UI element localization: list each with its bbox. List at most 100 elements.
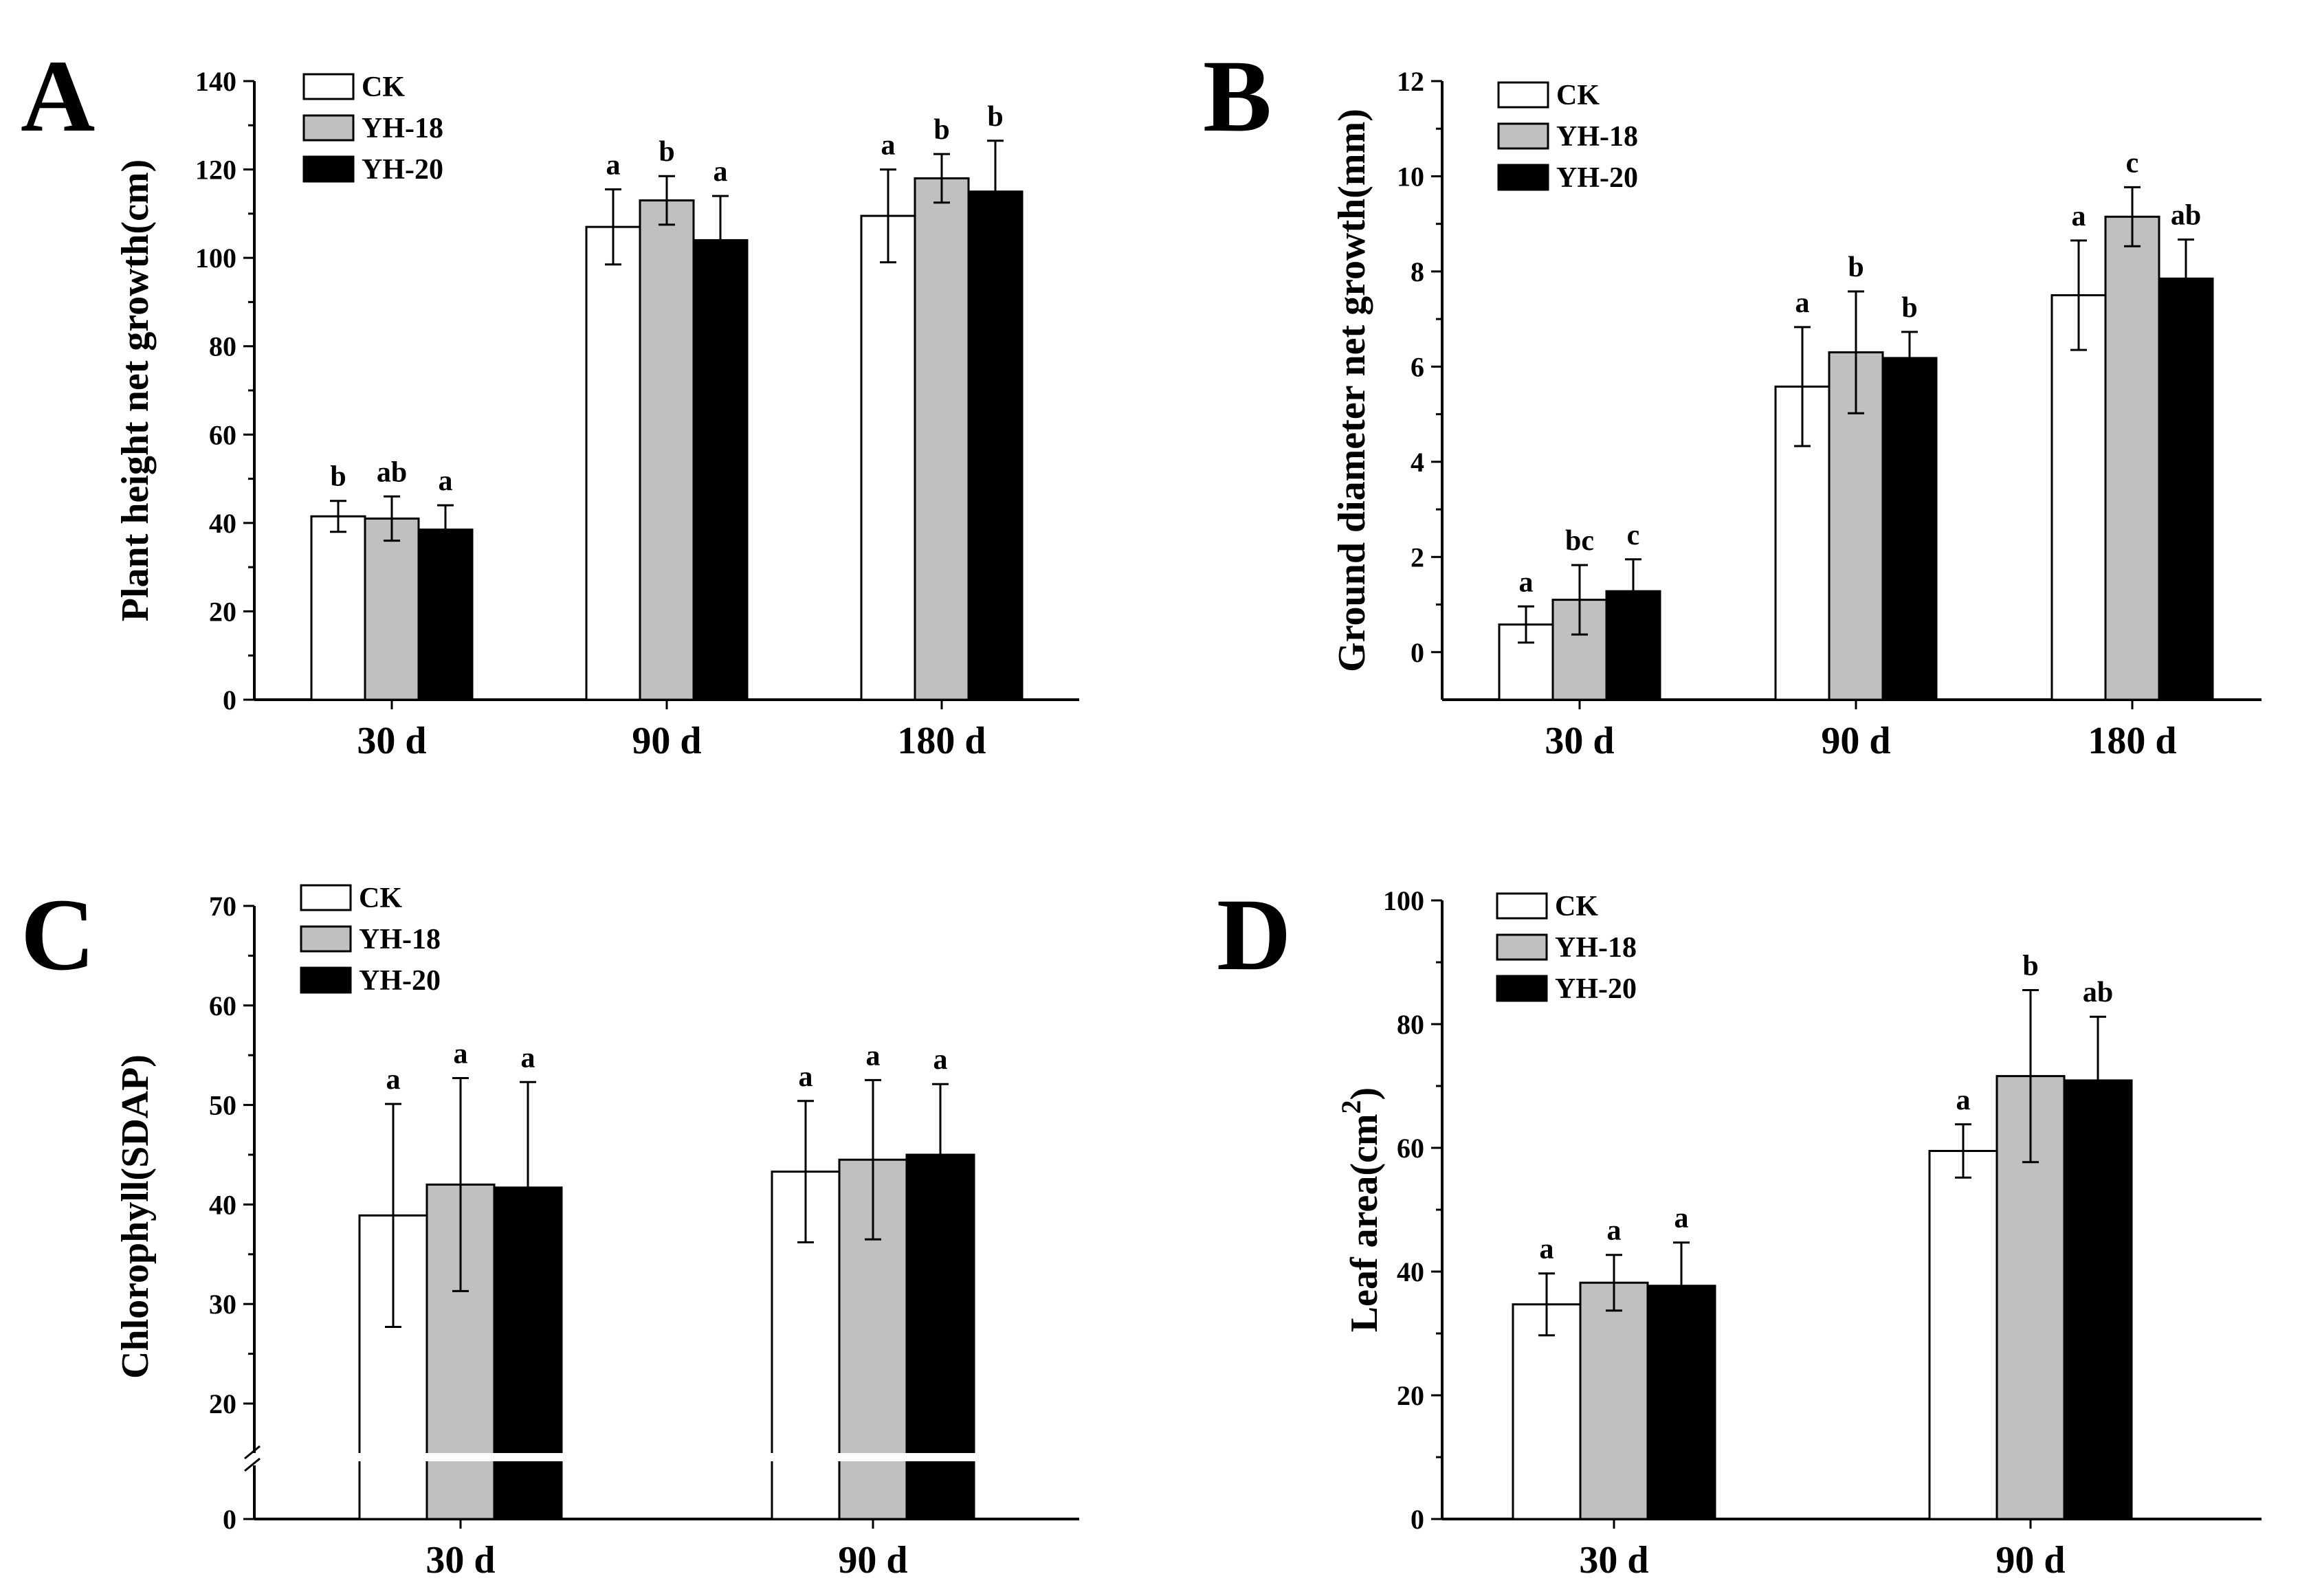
panel-C-axis-break-gap xyxy=(247,1453,261,1465)
panel-A-bar xyxy=(364,517,420,701)
panel-A-sig-letter: a xyxy=(881,130,896,162)
panel-A-sig-letter: b xyxy=(987,101,1003,133)
panel-A-bar xyxy=(860,214,916,701)
panel-D-ytick-label: 20 xyxy=(1397,1380,1424,1411)
panel-D-legend-label: YH-20 xyxy=(1555,973,1637,1005)
panel-A-bar xyxy=(417,529,474,701)
panel-C-y-axis-label: Chlorophyll(SDAP) xyxy=(114,1054,157,1379)
panel-A-category-label: 180 d xyxy=(897,720,986,762)
panel-C-ytick-label: 0 xyxy=(223,1504,236,1535)
panel-C-bar-break-band xyxy=(357,1453,564,1461)
panel-A-bar xyxy=(914,177,970,701)
panel-B-bar xyxy=(2050,294,2107,701)
panel-C-ytick-label: 30 xyxy=(209,1289,236,1320)
panel-D-ytick-label: 60 xyxy=(1397,1133,1424,1164)
panel-C-sig-letter: a xyxy=(454,1039,468,1070)
panel-D-sig-letter: a xyxy=(1674,1203,1689,1234)
panel-B-legend-label: YH-18 xyxy=(1556,121,1638,153)
panel-B-category-label: 180 d xyxy=(2088,720,2176,762)
panel-C-legend-swatch xyxy=(300,925,352,953)
panel-A-bar xyxy=(585,225,641,701)
panel-A-legend-label: YH-18 xyxy=(362,113,443,144)
panel-A-sig-letter: b xyxy=(330,461,346,493)
panel-D-sig-letter: a xyxy=(1956,1085,1971,1116)
panel-B-ytick-label: 10 xyxy=(1397,161,1424,192)
panel-A-legend-swatch xyxy=(302,73,355,100)
panel-D-legend-label: YH-18 xyxy=(1555,932,1637,964)
panel-D-sig-letter: ab xyxy=(2083,977,2113,1008)
panel-B-bar xyxy=(2104,215,2160,701)
panel-A-legend-label: CK xyxy=(362,71,405,103)
panel-C-ytick-label: 50 xyxy=(209,1090,236,1121)
panel-A-sig-letter: b xyxy=(933,114,949,146)
panel-B-ytick-label: 12 xyxy=(1397,66,1424,97)
panel-A-sig-letter: b xyxy=(659,136,674,168)
panel-A-ytick-label: 100 xyxy=(195,243,236,274)
panel-D-bar xyxy=(1512,1303,1582,1520)
panel-B-bar xyxy=(1881,357,1938,701)
panel-A-letter: A xyxy=(21,39,95,153)
panel-A-y-axis-label: Plant height net growth(cm) xyxy=(114,159,157,621)
panel-B-sig-letter: bc xyxy=(1565,525,1594,557)
panel-D-sig-letter: b xyxy=(2022,951,2038,982)
panel-B-legend-swatch xyxy=(1497,122,1549,150)
panel-B-y-axis-label: Ground diameter net growth(mm) xyxy=(1331,109,1373,672)
panel-A-ytick-label: 80 xyxy=(209,331,236,362)
panel-D-bar xyxy=(1928,1150,1998,1520)
panel-B-ytick-label: 6 xyxy=(1411,351,1424,382)
panel-C-category-label: 90 d xyxy=(838,1539,907,1582)
panel-B-ytick-label: 8 xyxy=(1411,256,1424,287)
panel-C-category-label: 30 d xyxy=(425,1539,495,1582)
panel-D-legend-swatch xyxy=(1496,975,1548,1002)
panel-C-bar-break-band xyxy=(769,1453,977,1461)
panel-D-sig-letter: a xyxy=(1540,1234,1554,1265)
panel-A-ytick-label: 40 xyxy=(209,508,236,539)
panel-D-y-axis-label: Leaf area(cm2) xyxy=(1336,1087,1386,1332)
panel-A-bar xyxy=(967,190,1024,701)
panel-A-sig-letter: ab xyxy=(377,456,407,488)
panel-A-legend-label: YH-20 xyxy=(362,154,443,186)
panel-C-sig-letter: a xyxy=(799,1061,813,1093)
panel-A-category-label: 90 d xyxy=(632,720,701,762)
panel-B-sig-letter: b xyxy=(1848,252,1864,283)
panel-A-sig-letter: a xyxy=(714,156,728,188)
panel-D-letter: D xyxy=(1217,878,1291,992)
panel-C-sig-letter: a xyxy=(386,1064,401,1096)
panel-B-sig-letter: c xyxy=(1627,520,1640,551)
panel-D-sig-letter: a xyxy=(1607,1215,1622,1247)
panel-D-legend-label: CK xyxy=(1555,891,1598,922)
panel-D-ytick-label: 40 xyxy=(1397,1256,1424,1287)
panel-B-sig-letter: c xyxy=(2126,147,2139,179)
panel-A-sig-letter: a xyxy=(439,465,453,497)
panel-C-sig-letter: a xyxy=(933,1044,948,1076)
panel-B-sig-letter: ab xyxy=(2171,200,2201,232)
panel-B-sig-letter: a xyxy=(1795,287,1810,319)
panel-B-legend-swatch xyxy=(1497,81,1549,109)
panel-A-bar xyxy=(692,239,749,701)
panel-C-sig-letter: a xyxy=(521,1042,535,1074)
panel-B-letter: B xyxy=(1203,39,1272,153)
panel-D-ytick-label: 0 xyxy=(1411,1504,1424,1535)
panel-B-legend-label: CK xyxy=(1556,80,1600,111)
panel-C: C 0 20 30 40 50 60 70 30 d a a a 90 d a a a Chlorophyll… xyxy=(21,878,1079,1582)
panel-B-sig-letter: b xyxy=(1901,292,1917,324)
panel-C-legend-swatch xyxy=(300,966,352,994)
panel-C-legend-label: YH-20 xyxy=(359,965,441,997)
panel-A-sig-letter: a xyxy=(606,150,621,181)
panel-B-ytick-label: 2 xyxy=(1411,542,1424,573)
panel-A-legend-swatch xyxy=(302,114,355,142)
panel-D-bar xyxy=(2063,1079,2133,1520)
panel-B-ytick-label: 4 xyxy=(1411,447,1424,478)
panel-C-axis-break-mark xyxy=(244,1445,261,1460)
panel-C-letter: C xyxy=(21,878,95,992)
panel-A-ytick-label: 120 xyxy=(195,155,236,186)
panel-C-ytick-label: 60 xyxy=(209,990,236,1021)
panel-A-ytick-label: 0 xyxy=(223,685,236,716)
